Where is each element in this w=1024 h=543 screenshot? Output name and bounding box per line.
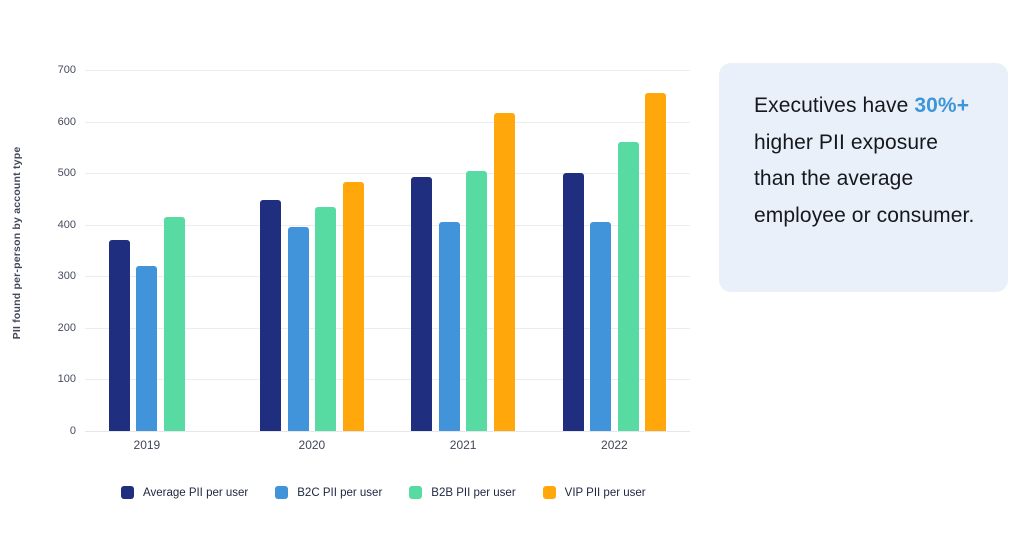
- y-tick-label: 600: [57, 115, 76, 128]
- x-axis-label: 2020: [298, 438, 326, 452]
- y-tick-label: 0: [69, 425, 76, 437]
- callout-highlight: 30%+: [914, 94, 970, 117]
- gridline: [85, 121, 690, 123]
- legend-swatch: [121, 486, 134, 499]
- bar-2020-average: [260, 199, 282, 431]
- x-axis-label: 2022: [601, 438, 628, 452]
- y-axis-title: PII found per-person by account type: [11, 146, 23, 340]
- bar-2021-b2c: [438, 222, 460, 431]
- bar-2022-average: [562, 173, 584, 431]
- pii-bar-chart: PII found per-person by account type 0 10…: [11, 64, 690, 499]
- legend-label: VIP PII per user: [564, 486, 646, 499]
- gridline: [85, 327, 690, 329]
- callout-text-after: higher PII exposure than the average emp…: [754, 130, 975, 227]
- legend-item: B2B PII per user: [409, 486, 516, 499]
- legend-label: B2C PII per user: [297, 486, 383, 499]
- bar-2021-vip: [493, 113, 515, 431]
- plot-area: [85, 70, 690, 432]
- bar-2022-b2b: [617, 142, 639, 431]
- legend-label: Average PII per user: [143, 486, 249, 499]
- legend: Average PII per user B2C PII per user B2B …: [121, 486, 646, 499]
- gridline: [85, 431, 690, 432]
- legend-swatch: [542, 486, 556, 499]
- legend-label: B2B PII per user: [431, 486, 516, 499]
- y-tick-label: 400: [57, 218, 76, 231]
- bar-2020-vip: [342, 181, 364, 431]
- y-tick-label: 200: [57, 321, 76, 334]
- bar-2021-b2b: [466, 170, 488, 431]
- y-tick-label: 100: [57, 373, 76, 386]
- bar-2019-b2c: [136, 265, 158, 431]
- callout-text: Executives have 30%+ higher PII exposure…: [754, 88, 982, 234]
- y-tick-label: 500: [57, 167, 76, 180]
- bar-2019-b2b: [163, 216, 185, 431]
- bar-2020-b2b: [315, 207, 337, 431]
- legend-item: VIP PII per user: [542, 486, 646, 499]
- y-tick-label: 700: [57, 64, 76, 76]
- bar-2022-vip: [645, 93, 667, 431]
- legend-swatch: [275, 486, 289, 499]
- bar-2019-average: [108, 240, 130, 431]
- gridline: [85, 70, 690, 71]
- x-axis-label: 2019: [133, 438, 161, 452]
- gridline: [85, 276, 690, 278]
- callout-text-before: Executives have: [754, 94, 915, 117]
- legend-item: Average PII per user: [121, 486, 248, 499]
- x-axis-label: 2021: [449, 438, 477, 452]
- bar-2021-average: [411, 176, 433, 431]
- gridline: [85, 224, 690, 226]
- legend-item: B2C PII per user: [275, 486, 382, 499]
- legend-swatch: [409, 486, 423, 499]
- gridline: [85, 379, 690, 381]
- y-tick-label: 300: [57, 270, 76, 283]
- bar-2022-b2c: [590, 222, 612, 431]
- bar-2020-b2c: [287, 226, 309, 431]
- gridline: [85, 173, 690, 175]
- callout-card: Executives have 30%+ higher PII exposure…: [719, 63, 1008, 292]
